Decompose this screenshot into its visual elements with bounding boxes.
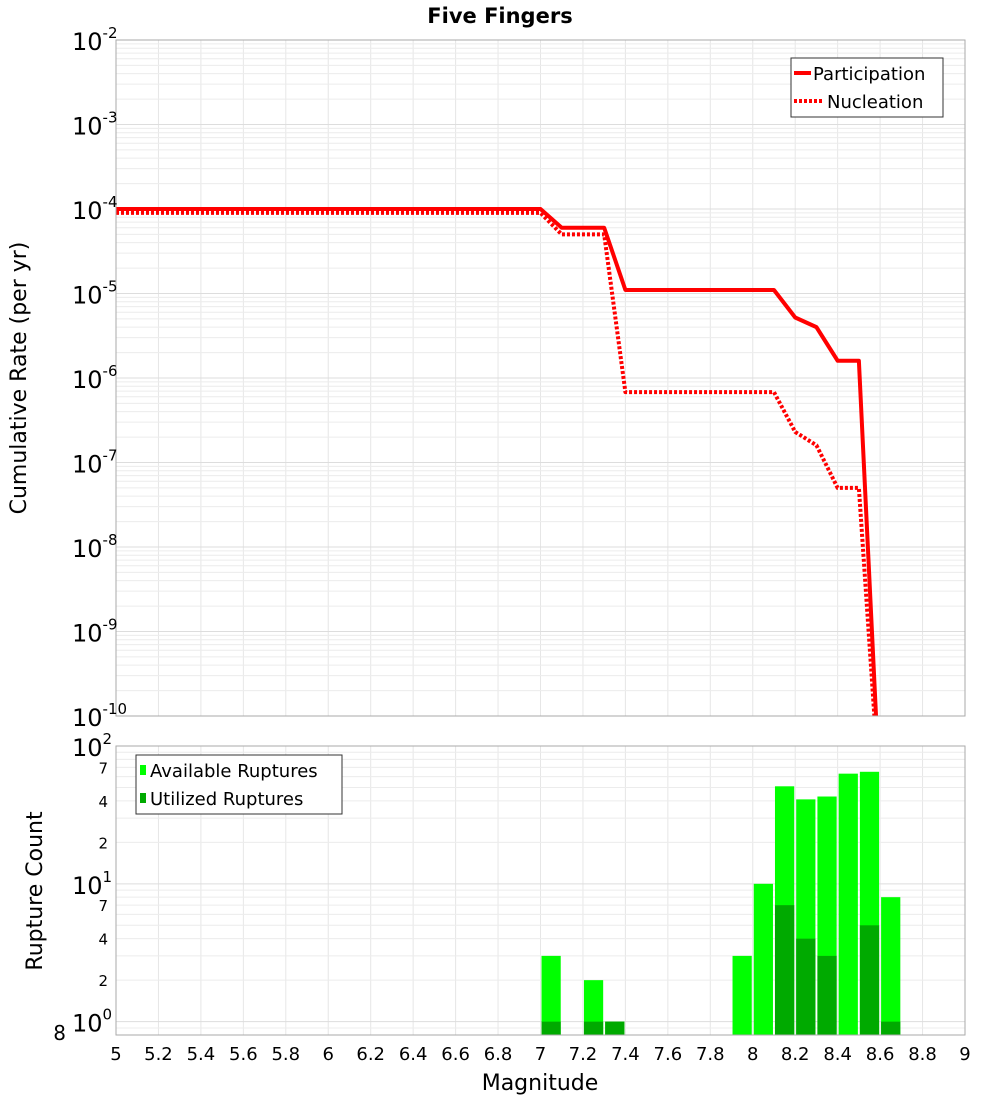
available-ruptures-bar (881, 897, 901, 1035)
y-minor-tick-label: 2 (98, 972, 108, 990)
utilized-ruptures-bar (583, 1021, 604, 1035)
utilized-ruptures-bar (541, 1021, 561, 1035)
legend-available-swatch (140, 765, 146, 775)
utilized-ruptures-bar (881, 1021, 901, 1035)
top-grid (115, 40, 966, 717)
x-tick-label: 7.8 (696, 1044, 725, 1065)
x-tick-label: 7.6 (654, 1044, 683, 1065)
y-bottom-tick-label: 8 (53, 1021, 66, 1045)
top-plot-frame (115, 39, 966, 717)
utilized-ruptures-bar (774, 905, 795, 1035)
x-tick-label: 5 (110, 1044, 121, 1065)
x-tick-label: 8 (747, 1044, 758, 1065)
x-tick-label: 8.6 (866, 1044, 895, 1065)
x-tick-label: 8.8 (908, 1044, 937, 1065)
legend-available-label: Available Ruptures (150, 761, 318, 782)
y-tick-label: 10-5 (72, 278, 118, 310)
y-tick-label: 101 (72, 868, 112, 900)
x-tick-label: 5.8 (271, 1044, 300, 1065)
available-ruptures-bar (732, 955, 752, 1035)
x-axis-label: Magnitude (482, 1071, 599, 1096)
bars (541, 771, 901, 1035)
x-tick-label: 8.2 (781, 1044, 810, 1065)
y-tick-label: 10-8 (72, 531, 118, 563)
y-minor-tick-label: 4 (98, 793, 108, 811)
utilized-ruptures-bar (605, 1021, 625, 1035)
y-minor-tick-label: 2 (98, 834, 108, 852)
available-ruptures-bar (838, 773, 858, 1035)
x-tick-label: 6.6 (441, 1044, 470, 1065)
legend-utilized-swatch (140, 793, 146, 803)
x-tick-label: 6.4 (399, 1044, 428, 1065)
y-tick-label: 10-10 (72, 700, 127, 732)
y-tick-label: 10-9 (72, 616, 118, 648)
y-tick-label: 10-6 (72, 362, 118, 394)
top-legend: Participation Nucleation (790, 57, 944, 118)
legend-participation-label: Participation (813, 64, 925, 85)
x-tick-label: 5.6 (229, 1044, 258, 1065)
x-tick-label: 7.4 (611, 1044, 640, 1065)
x-tick-label: 7 (535, 1044, 546, 1065)
bottom-plot-frame (115, 745, 966, 1036)
legend-nucleation-label: Nucleation (827, 92, 923, 113)
utilized-ruptures-bar (796, 938, 816, 1035)
available-ruptures-bar (583, 980, 604, 1035)
y-tick-label: 10-7 (72, 447, 118, 479)
x-tick-label: 9 (959, 1044, 970, 1065)
y-minor-tick-label: 7 (98, 759, 108, 777)
y-minor-tick-label: 4 (98, 931, 108, 949)
x-tick-label: 5.2 (144, 1044, 173, 1065)
y-tick-label: 10-3 (72, 109, 118, 141)
utilized-ruptures-bar (859, 925, 880, 1035)
bottom-legend: Available Ruptures Utilized Ruptures (135, 754, 343, 815)
x-tick-label: 6.8 (484, 1044, 513, 1065)
x-tick-label: 7.2 (569, 1044, 598, 1065)
x-tick-label: 8.4 (823, 1044, 852, 1065)
chart-title: Five Fingers (427, 4, 572, 28)
utilized-ruptures-bar (817, 955, 837, 1035)
rate-lines (116, 207, 879, 716)
top-y-axis-label: Cumulative Rate (per yr) (7, 242, 32, 515)
y-tick-label: 100 (72, 1006, 112, 1038)
bottom-y-axis-label: Rupture Count (23, 811, 48, 971)
y-tick-label: 10-4 (72, 193, 118, 225)
x-tick-label: 6.2 (356, 1044, 385, 1065)
y-tick-label: 102 (72, 730, 112, 762)
x-tick-label: 6 (323, 1044, 334, 1065)
available-ruptures-bar (541, 955, 561, 1035)
y-tick-label: 10-2 (72, 24, 118, 56)
available-ruptures-bar (753, 883, 773, 1035)
participation-line (116, 207, 879, 716)
legend-utilized-label: Utilized Ruptures (150, 789, 303, 810)
y-minor-tick-label: 7 (98, 897, 108, 915)
x-tick-label: 5.4 (187, 1044, 216, 1065)
bottom-grid (115, 746, 966, 1036)
axis-ticks: 5 5.2 5.4 5.6 5.8 6 6.2 6.4 6.6 6.8 7 7.2 7.4 7.6 7.8 8… (53, 24, 970, 1065)
